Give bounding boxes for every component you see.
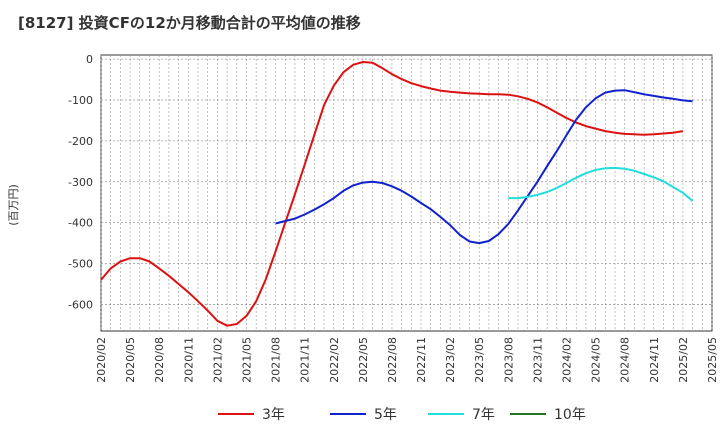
x-tick-label: 2023/11 [531, 337, 544, 383]
x-tick-label: 2021/05 [240, 337, 253, 383]
series-line [100, 61, 684, 327]
legend-label: 5年 [374, 407, 397, 423]
y-tick-label: -500 [68, 258, 93, 271]
legend-layer: 3年 5年 7年 10年 [218, 407, 586, 423]
x-tick-label: 2023/02 [444, 337, 457, 383]
series-layer [100, 61, 694, 327]
x-tick-label: 2022/05 [357, 337, 370, 383]
x-tick-label: 2025/02 [677, 337, 690, 383]
y-axis-title: (百万円) [7, 184, 20, 226]
y-tick-label: 0 [86, 53, 93, 66]
x-tick-label: 2023/05 [473, 337, 486, 383]
legend-label: 7年 [472, 407, 495, 423]
x-tick-label: 2022/08 [386, 337, 399, 383]
x-tick-label: 2025/05 [706, 337, 719, 383]
axis-layer: 0 -100 -200 -300 -400 -500 -600 2020/02 2020/05 2… [68, 53, 719, 383]
x-tick-label: 2020/05 [124, 337, 137, 383]
series-line [275, 89, 693, 245]
x-tick-label: 2020/11 [182, 337, 195, 383]
y-tick-label: -200 [68, 135, 93, 148]
chart-title: [8127] 投資CFの12か月移動合計の平均値の推移 [18, 14, 361, 32]
x-tick-label: 2024/08 [619, 337, 632, 383]
legend-label: 10年 [554, 407, 586, 423]
legend-label: 3年 [262, 407, 285, 423]
x-tick-label: 2021/11 [299, 337, 312, 383]
x-tick-label: 2020/08 [153, 337, 166, 383]
y-tick-label: -400 [68, 217, 93, 230]
x-tick-label: 2024/05 [590, 337, 603, 383]
x-tick-label: 2023/08 [502, 337, 515, 383]
x-tick-label: 2021/02 [211, 337, 224, 383]
y-tick-label: -100 [68, 94, 93, 107]
x-tick-label: 2022/11 [415, 337, 428, 383]
series-line [508, 166, 694, 202]
x-tick-label: 2020/02 [95, 337, 108, 383]
x-tick-label: 2022/02 [328, 337, 341, 383]
y-tick-label: -300 [68, 176, 93, 189]
x-tick-label: 2024/11 [648, 337, 661, 383]
y-tick-label: -600 [68, 298, 93, 311]
x-tick-label: 2024/02 [561, 337, 574, 383]
x-tick-label: 2021/08 [270, 337, 283, 383]
